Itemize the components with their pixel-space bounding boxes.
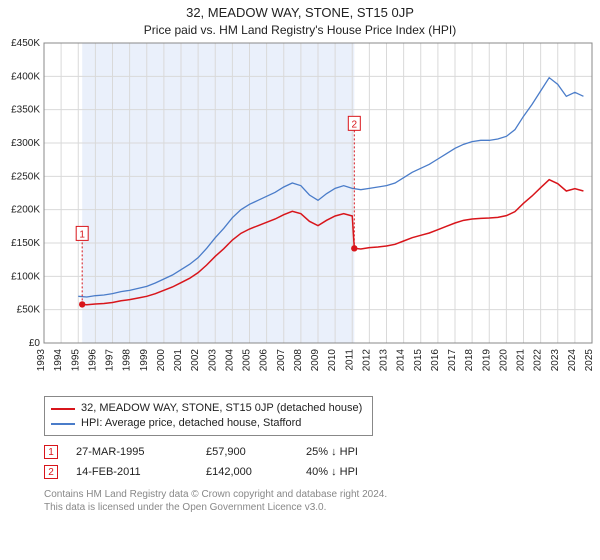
legend-item: HPI: Average price, detached house, Staf…	[51, 416, 362, 431]
svg-text:2021: 2021	[516, 349, 527, 372]
svg-text:2006: 2006	[259, 349, 270, 372]
svg-text:2008: 2008	[293, 349, 304, 372]
svg-text:2003: 2003	[207, 349, 218, 372]
svg-text:2023: 2023	[550, 349, 561, 372]
svg-text:£50K: £50K	[17, 305, 41, 316]
tx-marker-box: 1	[44, 445, 58, 459]
svg-text:2000: 2000	[156, 349, 167, 372]
svg-text:1994: 1994	[53, 349, 64, 372]
tx-delta: 25% ↓ HPI	[306, 446, 406, 458]
svg-text:2001: 2001	[173, 349, 184, 372]
svg-text:2014: 2014	[396, 349, 407, 372]
svg-text:2018: 2018	[464, 349, 475, 372]
svg-text:2016: 2016	[430, 349, 441, 372]
svg-text:2025: 2025	[584, 349, 595, 372]
footnote: Contains HM Land Registry data © Crown c…	[44, 488, 600, 514]
transaction-row: 1 27-MAR-1995£57,90025% ↓ HPI	[44, 442, 600, 462]
chart-title-sub: Price paid vs. HM Land Registry's House …	[0, 20, 600, 37]
svg-text:2024: 2024	[567, 349, 578, 372]
svg-text:£300K: £300K	[11, 138, 40, 149]
svg-text:2012: 2012	[361, 349, 372, 372]
svg-text:2015: 2015	[413, 349, 424, 372]
transaction-row: 2 14-FEB-2011£142,00040% ↓ HPI	[44, 462, 600, 482]
tx-date: 27-MAR-1995	[76, 446, 206, 458]
svg-text:2022: 2022	[533, 349, 544, 372]
svg-text:£350K: £350K	[11, 105, 40, 116]
svg-text:2004: 2004	[224, 349, 235, 372]
svg-text:2009: 2009	[310, 349, 321, 372]
svg-text:2005: 2005	[242, 349, 253, 372]
footnote-line-2: This data is licensed under the Open Gov…	[44, 501, 600, 514]
svg-text:£150K: £150K	[11, 238, 40, 249]
svg-text:2007: 2007	[276, 349, 287, 372]
footnote-line-1: Contains HM Land Registry data © Crown c…	[44, 488, 600, 501]
svg-text:1999: 1999	[139, 349, 150, 372]
transactions-table: 1 27-MAR-1995£57,90025% ↓ HPI 2 14-FEB-2011…	[44, 442, 600, 482]
svg-text:1997: 1997	[105, 349, 116, 372]
svg-text:2002: 2002	[190, 349, 201, 372]
tx-delta: 40% ↓ HPI	[306, 466, 406, 478]
svg-text:£200K: £200K	[11, 205, 40, 216]
tx-date: 14-FEB-2011	[76, 466, 206, 478]
tx-price: £142,000	[206, 466, 306, 478]
price-chart: £0 £50K £100K £150K £200K £250K £300K £350K £400…	[0, 37, 600, 392]
svg-text:2013: 2013	[379, 349, 390, 372]
svg-text:2011: 2011	[344, 349, 355, 371]
svg-text:1998: 1998	[122, 349, 133, 372]
legend-label: HPI: Average price, detached house, Staf…	[81, 416, 301, 431]
svg-text:£450K: £450K	[11, 38, 40, 49]
svg-text:1995: 1995	[70, 349, 81, 372]
svg-text:£100K: £100K	[11, 271, 40, 282]
svg-text:2: 2	[352, 119, 358, 130]
svg-text:2017: 2017	[447, 349, 458, 372]
tx-price: £57,900	[206, 446, 306, 458]
chart-title-main: 32, MEADOW WAY, STONE, ST15 0JP	[0, 0, 600, 20]
svg-text:£0: £0	[29, 338, 41, 349]
svg-text:1: 1	[79, 229, 85, 240]
tx-marker-box: 2	[44, 465, 58, 479]
svg-text:2019: 2019	[481, 349, 492, 372]
legend-item: 32, MEADOW WAY, STONE, ST15 0JP (detache…	[51, 401, 362, 416]
legend-label: 32, MEADOW WAY, STONE, ST15 0JP (detache…	[81, 401, 362, 416]
svg-text:1996: 1996	[87, 349, 98, 372]
svg-text:1993: 1993	[36, 349, 47, 372]
svg-text:£250K: £250K	[11, 171, 40, 182]
svg-text:2010: 2010	[327, 349, 338, 372]
legend: 32, MEADOW WAY, STONE, ST15 0JP (detache…	[44, 396, 373, 436]
svg-text:£400K: £400K	[11, 71, 40, 82]
svg-text:2020: 2020	[498, 349, 509, 372]
legend-swatch	[51, 408, 75, 410]
legend-swatch	[51, 423, 75, 425]
